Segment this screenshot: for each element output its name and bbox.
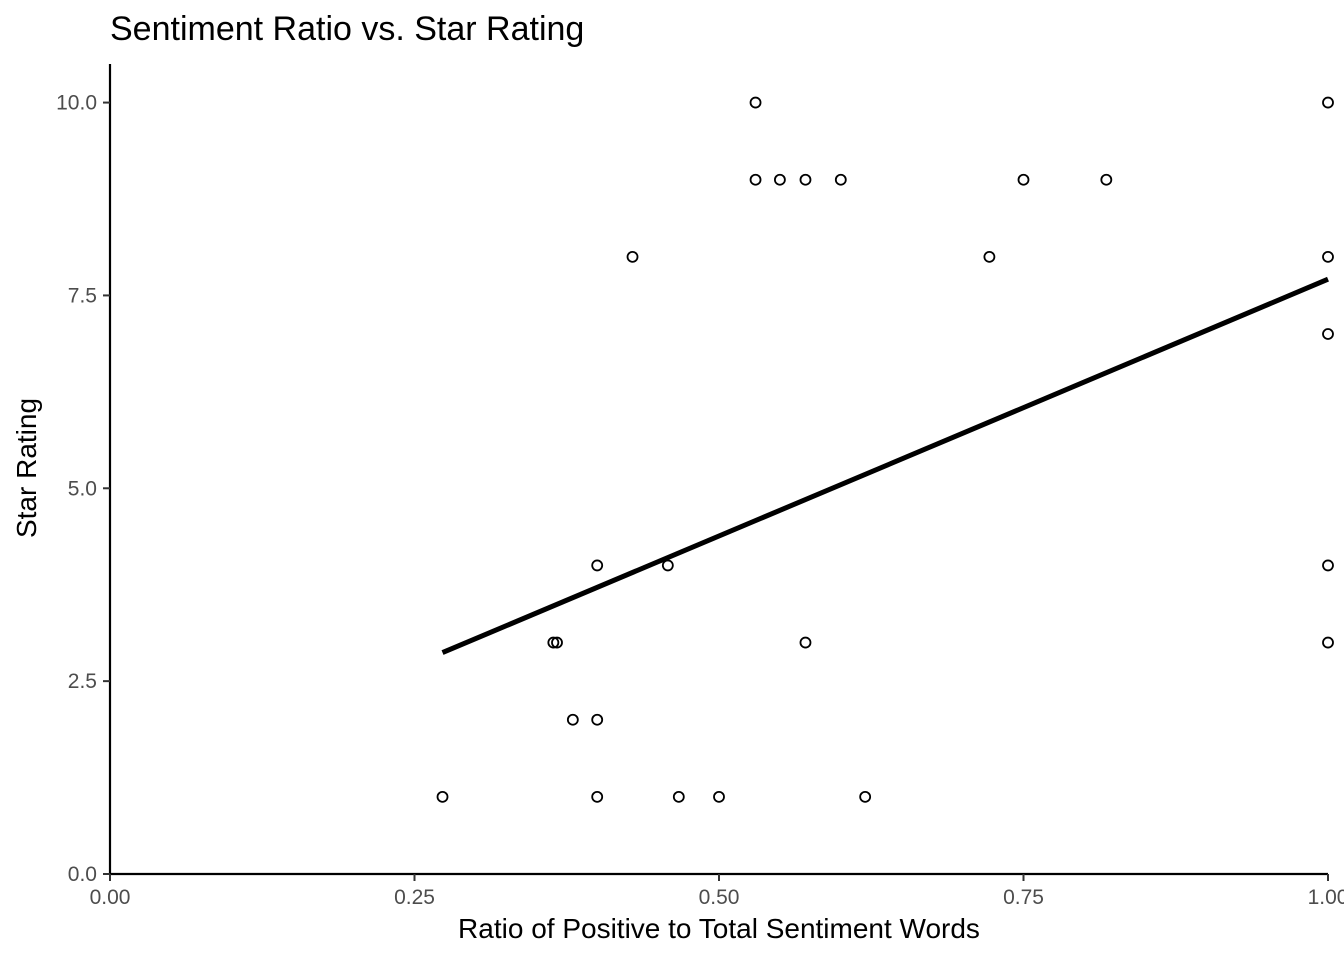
x-axis-title: Ratio of Positive to Total Sentiment Wor…	[458, 913, 980, 944]
y-tick-label: 0.0	[68, 863, 97, 886]
data-point	[591, 713, 604, 726]
data-point	[1322, 328, 1334, 340]
data-point	[547, 636, 560, 649]
data-point	[859, 790, 872, 803]
data-point	[1322, 559, 1334, 572]
x-tick-label: 0.50	[699, 886, 740, 909]
data-point	[626, 250, 639, 263]
data-point	[1322, 250, 1334, 263]
data-point	[713, 790, 725, 803]
data-point	[551, 636, 563, 649]
data-point	[1322, 636, 1334, 649]
y-tick-label: 2.5	[68, 670, 97, 693]
data-point	[749, 96, 762, 109]
trend-line	[441, 276, 1329, 655]
x-tick-label: 0.00	[90, 886, 131, 909]
trend-line-layer	[441, 276, 1329, 655]
data-point	[799, 173, 812, 186]
data-point	[749, 173, 762, 186]
x-tick-label: 1.00	[1308, 886, 1344, 909]
data-point	[672, 790, 685, 803]
y-tick-label: 7.5	[68, 284, 97, 307]
data-point	[591, 559, 604, 572]
y-tick-label: 5.0	[68, 477, 97, 500]
data-point	[799, 636, 812, 649]
data-point	[591, 790, 604, 803]
data-point	[774, 173, 786, 186]
data-point	[1017, 173, 1030, 186]
chart-title: Sentiment Ratio vs. Star Rating	[110, 10, 584, 48]
points-layer	[436, 96, 1334, 803]
x-tick-label: 0.75	[1003, 886, 1044, 909]
y-tick-label: 10.0	[56, 92, 97, 115]
data-point	[566, 713, 579, 726]
data-point	[983, 250, 996, 263]
y-axis-title: Star Rating	[11, 398, 42, 538]
axes: 0.00 0.25 0.50 0.75 1.00 0.0 2.5 5.0 7.5 10.0	[56, 64, 1344, 909]
x-tick-label: 0.25	[394, 886, 435, 909]
data-point	[1100, 173, 1113, 186]
data-point	[834, 173, 847, 186]
data-point	[1322, 96, 1334, 109]
data-point	[661, 559, 674, 572]
data-point	[436, 790, 449, 803]
